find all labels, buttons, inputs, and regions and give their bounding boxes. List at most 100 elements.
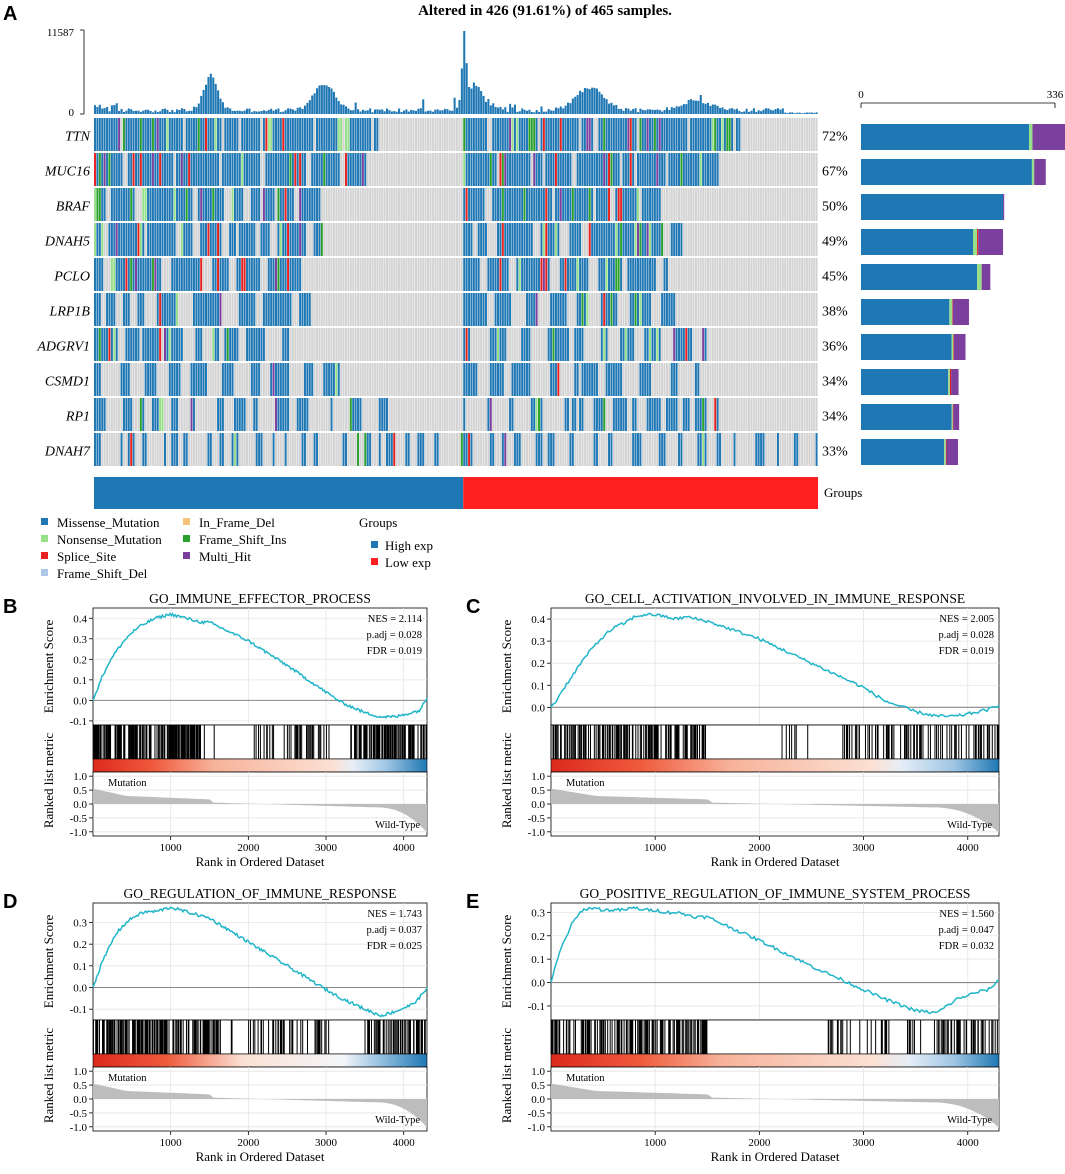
- gsea-stat-e-2: FDR = 0.032: [939, 941, 994, 952]
- gsea-title-b: GO_IMMUNE_EFFECTOR_PROCESS: [149, 591, 371, 606]
- heat-strip-b: [92, 758, 428, 773]
- es-ytick-label: 0.4: [531, 614, 545, 626]
- metric-ylabel-b: Ranked list metric: [41, 733, 56, 829]
- es-ytick-label: 0.2: [531, 658, 545, 670]
- es-frame-b: [92, 607, 428, 726]
- gene-pct-pclo: 45%: [822, 270, 848, 285]
- legend-swatch-frame-shift-del: [41, 569, 48, 576]
- side-bar-dnah7-multi_hit: [946, 439, 958, 465]
- side-bar-rp1-splice: [952, 404, 954, 430]
- es-frame-c: [550, 607, 1000, 726]
- side-bar-muc16-nonsense: [1031, 159, 1035, 185]
- panel-label-d: D: [3, 891, 17, 913]
- legend-missense: Missense_Mutation: [57, 515, 160, 530]
- hits-c: [550, 725, 1000, 759]
- es-curve-c: [550, 612, 1000, 718]
- side-bar-csmd1-splice: [949, 369, 952, 395]
- metric-area-c: [551, 788, 999, 833]
- xtick-label: 4000: [393, 842, 416, 854]
- side-bar-muc16-multi_hit: [1034, 159, 1046, 185]
- gsea-stat-c-2: FDR = 0.019: [939, 646, 994, 657]
- gene-labels: TTN 72% MUC16 67% BRAF 50% DNAH5 49% PCLO 45% LRP1…: [36, 130, 848, 460]
- metric-label-mutation-e: Mutation: [566, 1073, 605, 1084]
- hits-e: [550, 1020, 998, 1054]
- matrix-row-csmd1-other-0: [272, 363, 275, 396]
- gsea-stat-e-0: NES = 1.560: [939, 909, 994, 920]
- metric-ytick-label: 0.0: [73, 799, 87, 811]
- gene-label-adgrv1: ADGRV1: [36, 340, 90, 355]
- metric-label-mutation-b: Mutation: [108, 778, 147, 789]
- side-bar-dnah5-missense: [861, 229, 974, 255]
- gene-pct-rp1: 34%: [822, 410, 848, 425]
- es-ytick-label: -0.1: [70, 716, 87, 728]
- matrix-row-csmd1-other-1: [335, 363, 338, 396]
- top-bar-ymax-label: 11587: [47, 27, 75, 39]
- legend-swatch-missense: [41, 518, 48, 525]
- side-bar-dnah5-nonsense: [973, 229, 978, 255]
- side-bar-ttn-multi_hit: [1032, 124, 1065, 150]
- metric-ylabel-d: Ranked list metric: [41, 1028, 56, 1124]
- metric-ytick-label: -1.0: [70, 1122, 88, 1134]
- matrix-row-csmd1-other-2: [557, 363, 560, 396]
- metric-label-wildtype-d: Wild-Type: [375, 1115, 420, 1126]
- legend-multi-hit: Multi_Hit: [199, 549, 251, 564]
- matrix-row-csmd1-unaltered: [101, 363, 818, 396]
- metric-ytick-label: 0.0: [531, 1094, 545, 1106]
- gene-pct-dnah5: 49%: [822, 235, 848, 250]
- es-ytick-label: 0.3: [531, 907, 545, 919]
- gene-label-pclo: PCLO: [53, 270, 90, 285]
- es-curve-d: [92, 906, 428, 1018]
- panel-label-e: E: [466, 891, 479, 913]
- matrix-row-csmd1-missense: [94, 363, 700, 396]
- metric-ytick-label: 1.0: [73, 771, 87, 783]
- gsea-stat-e-1: p.adj = 0.047: [939, 925, 995, 936]
- xtick-label: 2000: [748, 842, 771, 854]
- metric-ytick-label: 1.0: [73, 1066, 87, 1078]
- gene-label-rp1: RP1: [65, 410, 90, 425]
- gsea-panel-e: GO_POSITIVE_REGULATION_OF_IMMUNE_SYSTEM_…: [499, 886, 1000, 1164]
- gene-label-muc16: MUC16: [44, 165, 90, 180]
- metric-ytick-label: -1.0: [70, 827, 88, 839]
- gene-pct-adgrv1: 36%: [822, 340, 848, 355]
- matrix-row-muc16-missense: [96, 153, 719, 186]
- matrix-row-ttn-missense: [94, 118, 741, 151]
- matrix-row-lrp1b-unaltered: [101, 293, 818, 326]
- groups-high-exp-segment: [94, 477, 464, 509]
- panel-label-b: B: [3, 596, 17, 618]
- es-ytick-label: 0.4: [73, 613, 87, 625]
- oncoplot-title: Altered in 426 (91.61%) of 465 samples.: [418, 3, 672, 19]
- matrix-row-adgrv1-missense: [94, 328, 707, 361]
- matrix-row-rp1-other-3: [714, 398, 717, 431]
- gene-pct-muc16: 67%: [822, 165, 848, 180]
- xtick-label: 3000: [315, 842, 338, 854]
- groups-annotation-bar: [94, 477, 818, 509]
- matrix-row-rp1-unaltered: [106, 398, 818, 431]
- side-bar-adgrv1-splice: [953, 334, 954, 360]
- metric-ytick-label: -1.0: [528, 827, 546, 839]
- gsea-stat-b-1: p.adj = 0.028: [367, 630, 423, 641]
- es-frame-d: [92, 902, 428, 1021]
- legend-frame-shift-del: Frame_Shift_Del: [57, 566, 148, 581]
- xtick-label: 4000: [393, 1137, 416, 1149]
- hits-d: [92, 1020, 426, 1054]
- es-ytick-label: 0.1: [73, 675, 87, 687]
- gsea-panel-b: GO_IMMUNE_EFFECTOR_PROCESS 0.4 0.3 0.2 0.1 0.…: [41, 591, 428, 869]
- legend-nonsense: Nonsense_Mutation: [57, 532, 162, 547]
- gsea-stat-c-1: p.adj = 0.028: [939, 630, 995, 641]
- side-bar-xmax-label: 336: [1047, 89, 1064, 101]
- legend-splice: Splice_Site: [57, 549, 116, 564]
- gsea-title-d: GO_REGULATION_OF_IMMUNE_RESPONSE: [123, 886, 396, 901]
- es-ytick-label: 0.2: [73, 654, 87, 666]
- metric-ylabel-c: Ranked list metric: [499, 733, 514, 829]
- matrix-row-pclo-unaltered: [103, 258, 818, 291]
- gsea-panel-c: GO_CELL_ACTIVATION_INVOLVED_IN_IMMUNE_RE…: [499, 591, 1000, 869]
- xlabel-e: Rank in Ordered Dataset: [711, 1149, 840, 1164]
- panel-label-a: A: [3, 3, 17, 25]
- legend-swatch-multi-hit: [183, 552, 190, 559]
- es-ytick-label: -0.1: [528, 1001, 545, 1013]
- es-curve-b: [92, 611, 428, 719]
- es-ytick-label: 0.1: [531, 680, 545, 692]
- metric-ytick-label: 0.0: [531, 799, 545, 811]
- es-curve-e: [550, 906, 1000, 1015]
